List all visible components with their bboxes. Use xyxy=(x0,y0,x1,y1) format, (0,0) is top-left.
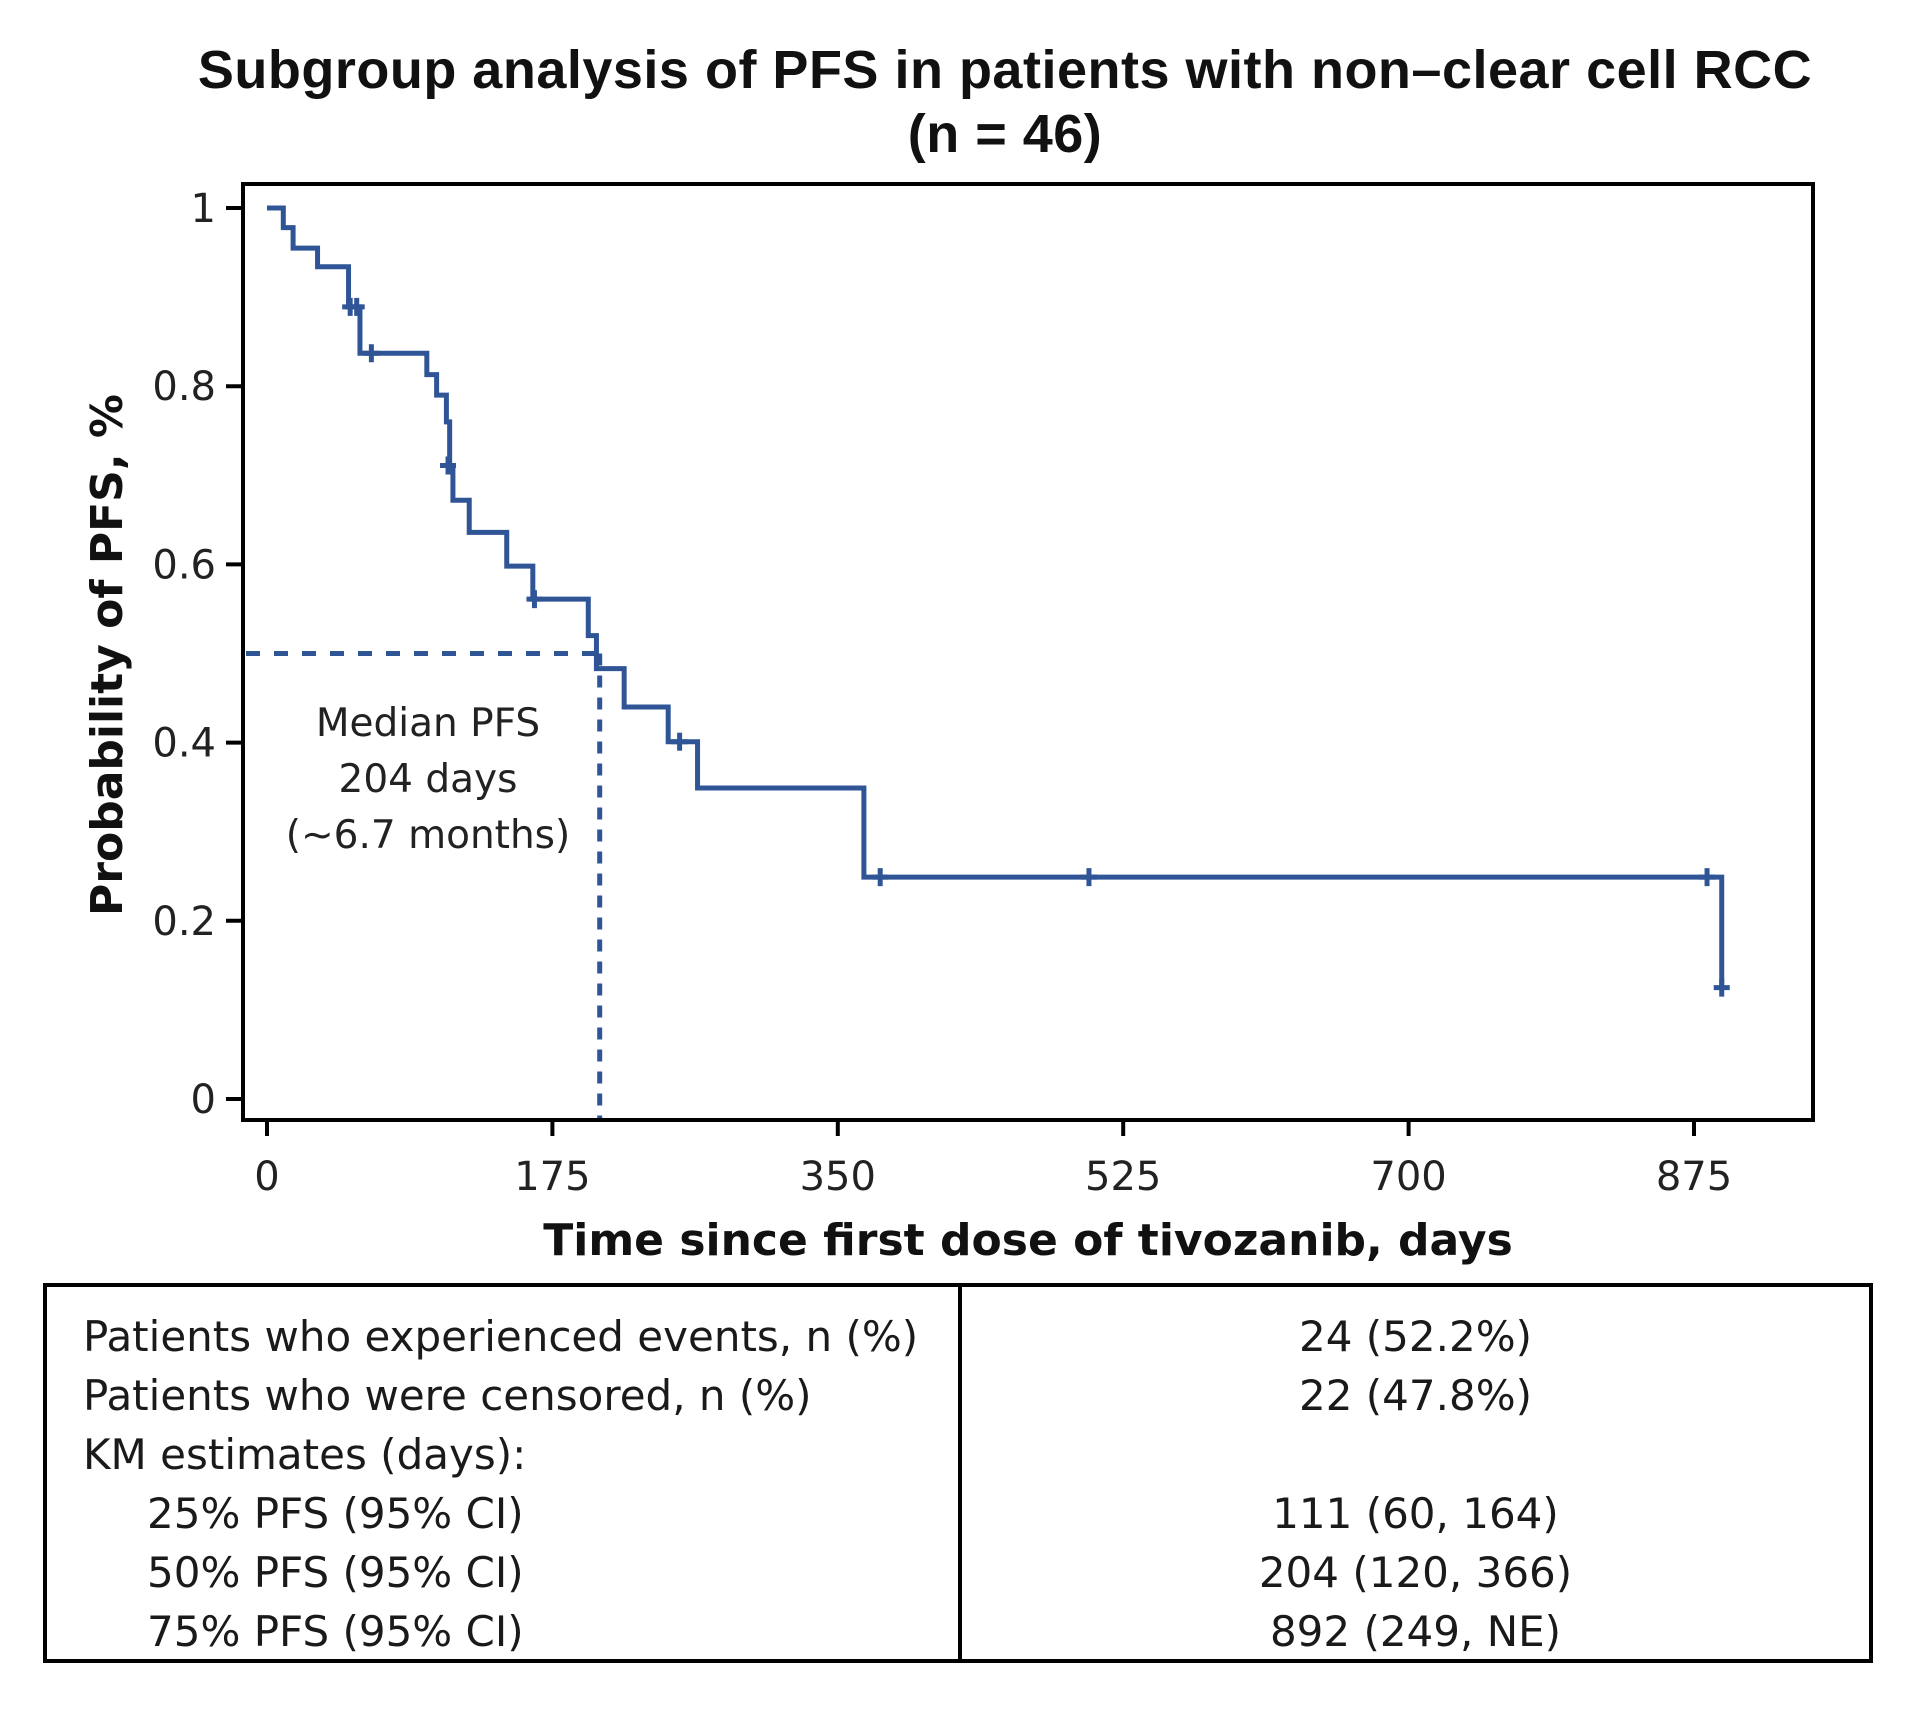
table-values-column: 24 (52.2%) 22 (47.8%) 111 (60, 164) 204 (12… xyxy=(962,1287,1869,1659)
summary-table: Patients who experienced events, n (%) Pa… xyxy=(43,1283,1873,1663)
y-tick-label: 0 xyxy=(191,1077,216,1123)
table-row-value xyxy=(962,1425,1869,1484)
chart-title-line: Subgroup analysis of PFS in patients wit… xyxy=(197,40,1813,100)
x-tick-label: 525 xyxy=(1085,1154,1161,1200)
x-tick-label: 0 xyxy=(254,1154,279,1200)
km-plot: 0 0.2 0.4 0.6 0.8 1 0 175 350 525 700 875 Median P… xyxy=(82,182,1815,1266)
plot-frame xyxy=(241,182,1815,1122)
annotation-line: Median PFS xyxy=(316,701,540,746)
censor-mark xyxy=(1080,868,1097,887)
table-row-value: 111 (60, 164) xyxy=(1272,1489,1559,1538)
x-axis: 0 175 350 525 700 875 xyxy=(254,1120,1732,1200)
censor-mark xyxy=(1713,978,1730,997)
chart-title: Subgroup analysis of PFS in patients wit… xyxy=(130,38,1880,166)
km-curve xyxy=(267,205,1725,988)
table-row-value: 22 (47.8%) xyxy=(1299,1371,1532,1420)
table-row-label: 25% PFS (95% CI) xyxy=(147,1489,524,1538)
y-tick-label: 0.8 xyxy=(152,364,216,410)
chart-subtitle: (n = 46) xyxy=(907,104,1103,164)
table-row-label: 75% PFS (95% CI) xyxy=(147,1607,524,1656)
censor-mark xyxy=(363,344,380,363)
x-tick-label: 350 xyxy=(800,1154,876,1200)
table-row-value: 204 (120, 366) xyxy=(1258,1548,1573,1597)
x-axis-title: Time since first dose of tivozanib, days xyxy=(543,1215,1513,1266)
annotation-line: 204 days xyxy=(339,757,518,802)
table-row-value: 892 (249, NE) xyxy=(1269,1607,1562,1656)
censor-mark xyxy=(526,590,543,609)
censor-mark xyxy=(671,732,688,751)
table-row-label: KM estimates (days): xyxy=(83,1430,527,1479)
table-row-label: Patients who experienced events, n (%) xyxy=(83,1312,919,1361)
annotation-line: (~6.7 months) xyxy=(286,813,570,858)
y-tick-label: 0.2 xyxy=(152,899,216,945)
y-axis: 0 0.2 0.4 0.6 0.8 1 xyxy=(152,186,243,1123)
y-tick-label: 0.6 xyxy=(152,542,216,588)
censor-marks xyxy=(342,297,1730,997)
median-guides xyxy=(246,651,603,1118)
table-row-value: 24 (52.2%) xyxy=(1299,1312,1532,1361)
censor-mark xyxy=(348,297,365,316)
x-tick-label: 175 xyxy=(514,1154,590,1200)
censor-mark xyxy=(440,456,457,475)
censor-mark xyxy=(872,868,889,887)
median-annotation: Median PFS 204 days (~6.7 months) xyxy=(286,701,570,858)
table-labels-column: Patients who experienced events, n (%) Pa… xyxy=(47,1287,962,1659)
y-axis-title: Probability of PFS, % xyxy=(82,394,133,916)
km-series-line xyxy=(267,205,1725,988)
y-tick-label: 0.4 xyxy=(152,721,216,767)
x-tick-label: 700 xyxy=(1370,1154,1446,1200)
y-tick-label: 1 xyxy=(191,186,216,232)
table-row-label: 50% PFS (95% CI) xyxy=(147,1548,524,1597)
censor-mark xyxy=(1699,868,1716,887)
x-tick-label: 875 xyxy=(1656,1154,1732,1200)
table-row-label: Patients who were censored, n (%) xyxy=(83,1371,812,1420)
